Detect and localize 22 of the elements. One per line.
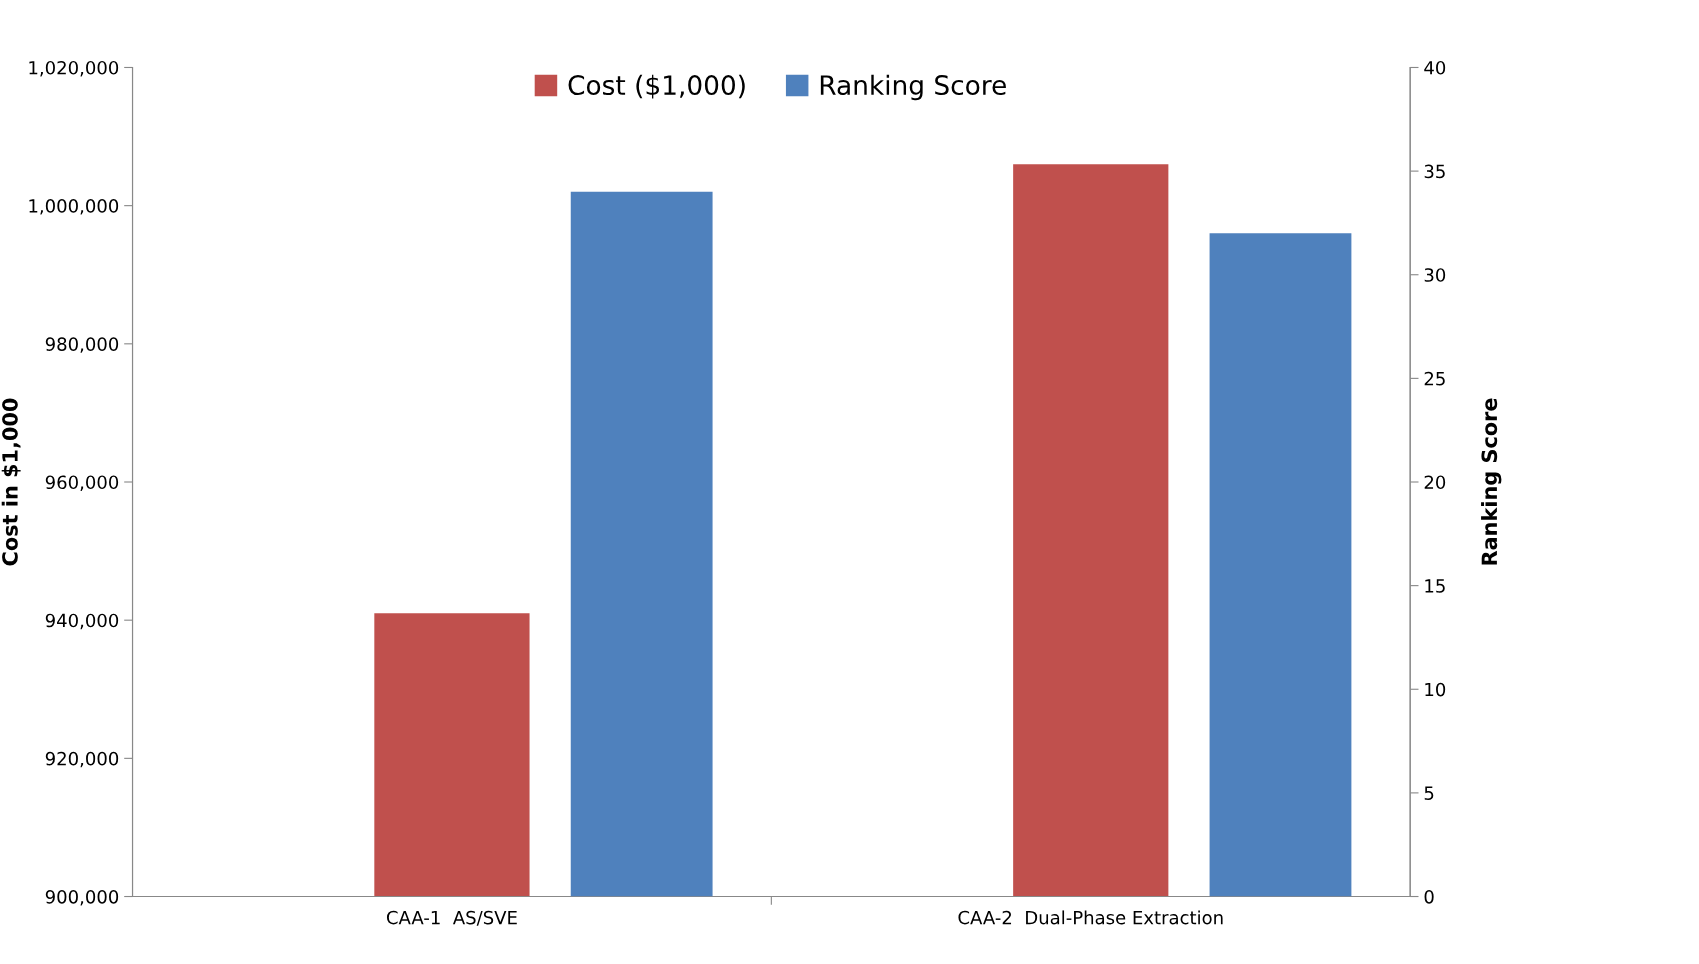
y-tick-label: 920,000 xyxy=(45,751,119,768)
y-axis-title: Cost in $1,000 xyxy=(1,398,21,566)
y2-tick-label: 15 xyxy=(1425,579,1445,593)
y2-tick-label: 25 xyxy=(1424,371,1445,386)
legend-label: Cost ($1,000) xyxy=(568,74,745,99)
y2-tick-label: 30 xyxy=(1424,268,1446,282)
y2-tick-label: 35 xyxy=(1424,164,1445,179)
y-tick-label: 960,000 xyxy=(45,475,119,491)
y-tick-label: 900,000 xyxy=(45,889,119,906)
y2-tick-label: 0 xyxy=(1424,889,1434,904)
y2-tick-label: 10 xyxy=(1425,682,1446,697)
y-tick-label: 1,020,000 xyxy=(29,60,119,77)
x-tick-label: CAA-2 Dual-Phase Extraction xyxy=(958,910,1223,925)
y-tick-label: 940,000 xyxy=(45,613,119,630)
y2-axis-title: Ranking Score xyxy=(1481,398,1502,565)
x-tick-label: CAA-1 AS/SVE xyxy=(386,910,517,926)
y-tick-label: 1,000,000 xyxy=(29,199,119,215)
y2-tick-label: 20 xyxy=(1424,475,1446,490)
y-tick-label: 980,000 xyxy=(45,337,119,353)
y2-tick-label: 5 xyxy=(1424,786,1434,801)
y2-tick-label: 40 xyxy=(1424,60,1446,75)
legend-label: Ranking Score xyxy=(820,74,1006,101)
